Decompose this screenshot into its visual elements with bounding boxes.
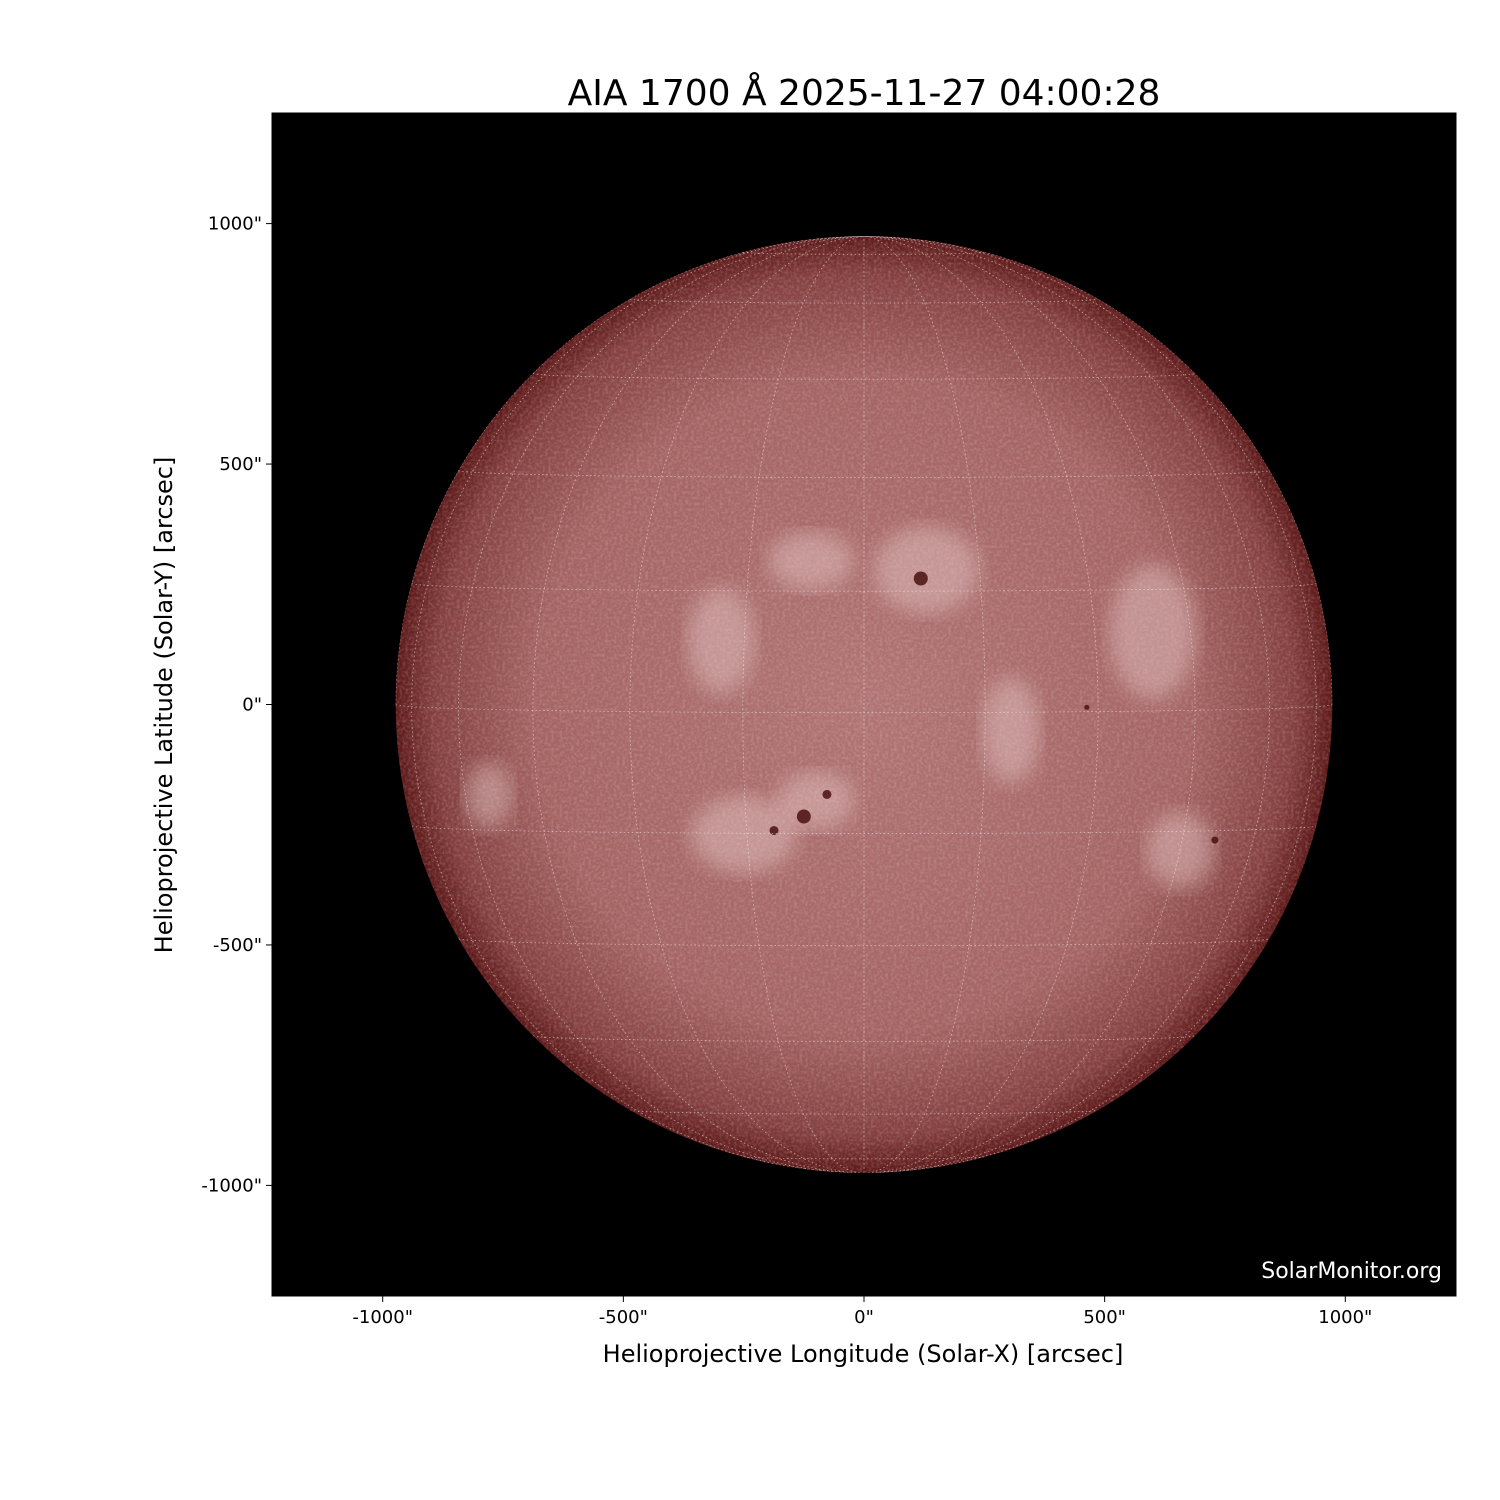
plage-region (873, 526, 980, 614)
watermark: SolarMonitor.org (1261, 1259, 1442, 1284)
plage-region (687, 587, 755, 694)
sunspot (1211, 836, 1219, 844)
y-tick-label: 0" (242, 695, 262, 716)
longitude-gridline (863, 236, 1099, 1173)
latitude-gridline (458, 938, 1270, 947)
longitude-gridline (863, 236, 1317, 1173)
sunspot (796, 809, 811, 824)
longitude-gridline (395, 236, 865, 705)
x-tick-label: 500" (1083, 1307, 1126, 1328)
longitude-gridline (457, 236, 865, 1173)
latitude-gridline (743, 1156, 985, 1160)
x-tick-label: -500" (599, 1307, 648, 1328)
y-tick-label: 1000" (208, 214, 262, 235)
longitude-gridline (629, 236, 865, 1173)
y-axis-ticks: 1000" 500" 0" -500" -1000" (201, 214, 272, 1196)
plage-region (981, 677, 1040, 784)
longitude-gridline (863, 236, 1333, 705)
x-tick-label: 0" (854, 1307, 874, 1328)
y-axis-label: Helioprojective Latitude (Solar-Y) [arcs… (150, 457, 178, 954)
plage-region (1109, 564, 1197, 700)
plage-region (1147, 811, 1215, 889)
plage-region (690, 795, 797, 873)
sunspot (822, 789, 832, 799)
y-tick-label: 500" (219, 454, 262, 475)
plage-region (767, 531, 855, 590)
latitude-gridline (411, 825, 1317, 834)
sunspot (769, 825, 779, 835)
plage-region (464, 762, 513, 830)
chart-title: AIA 1700 Å 2025-11-27 04:00:28 (568, 71, 1161, 114)
y-tick-label: -500" (213, 935, 262, 956)
latitude-gridline (532, 373, 1196, 380)
longitude-gridline (863, 236, 1271, 1173)
latitude-gridline (532, 1035, 1196, 1042)
plage-region (777, 771, 855, 830)
longitude-gridline (411, 236, 865, 1173)
disk-features (395, 236, 1333, 1173)
longitude-gridline (863, 236, 986, 1173)
latitude-gridline (395, 704, 1333, 714)
y-tick-label: -1000" (201, 1175, 262, 1196)
sunspot (913, 571, 928, 586)
sunspot (1084, 704, 1090, 710)
longitude-gridline (742, 236, 865, 1173)
x-axis-label: Helioprojective Longitude (Solar-X) [arc… (603, 1340, 1124, 1368)
x-tick-label: -1000" (352, 1307, 413, 1328)
solar-disk (395, 236, 1333, 1173)
x-axis-ticks: -1000" -500" 0" 500" 1000" (352, 1296, 1372, 1328)
latitude-gridline (458, 470, 1270, 478)
x-tick-label: 1000" (1318, 1307, 1372, 1328)
plot-frame (271, 112, 1457, 1297)
